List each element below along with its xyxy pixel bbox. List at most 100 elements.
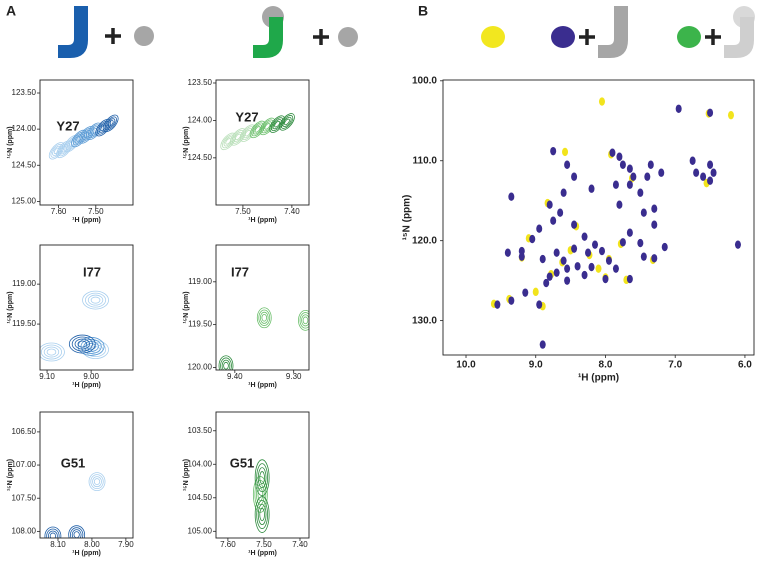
peak (707, 160, 714, 169)
contour-level (93, 478, 101, 486)
peak (707, 176, 714, 185)
contour-peak (40, 342, 65, 362)
contour-level (84, 292, 107, 308)
y-axis-label: ¹⁵N (ppm) (7, 291, 14, 323)
peak (609, 148, 616, 157)
peak (560, 256, 567, 265)
icon-legend-b (481, 6, 755, 58)
plot-area (40, 290, 109, 362)
y-tick-label: 125.00 (12, 196, 37, 205)
y-tick-label: 123.50 (12, 88, 37, 97)
contour-peak (44, 526, 62, 538)
peak (557, 208, 564, 217)
contour-level (259, 471, 265, 485)
x-tick-label: 9.10 (39, 372, 55, 381)
peak (595, 264, 602, 273)
peak (640, 252, 647, 261)
y-tick-label: 105.00 (188, 526, 213, 535)
contour-level (259, 311, 269, 324)
contour-level (254, 459, 270, 497)
contour-level (80, 339, 102, 354)
peak (553, 248, 560, 257)
peak (644, 172, 651, 181)
plot-area (252, 459, 270, 533)
x-tick-label: 7.50 (235, 207, 251, 216)
peak (619, 160, 626, 169)
peak (546, 272, 553, 281)
contour-level (223, 361, 229, 370)
peak (536, 224, 543, 233)
contour-level (279, 113, 295, 131)
contour-level (73, 531, 80, 538)
peak-label: I77 (231, 264, 249, 279)
contour-level (104, 116, 117, 131)
peak (562, 147, 569, 157)
y-tick-label: 100.0 (412, 75, 437, 86)
contour-level (87, 294, 104, 306)
contour-level (90, 474, 104, 490)
y-axis-label: ¹⁵N (ppm) (7, 459, 14, 491)
peak (602, 274, 609, 284)
plot-frame (215, 411, 310, 539)
contour-level (244, 129, 251, 137)
y-tick-label: 120.00 (188, 363, 213, 372)
contour-level (86, 342, 96, 350)
contour-peak (218, 355, 234, 370)
contour-level (61, 146, 68, 153)
peak (574, 262, 581, 271)
peak (564, 160, 571, 169)
contour-level (239, 124, 256, 142)
contour-level (251, 122, 264, 137)
peak (637, 238, 644, 248)
contour-level (83, 340, 99, 352)
panel-label: B (418, 3, 428, 19)
contour-level (221, 359, 231, 370)
contour-level (256, 307, 272, 329)
x-tick-label: 7.0 (668, 360, 682, 371)
x-tick-label: 7.60 (51, 207, 67, 216)
y-tick-label: 119.50 (12, 319, 36, 328)
peak-label: Y27 (56, 118, 79, 133)
contour-peak (102, 114, 119, 133)
x-tick-label: 8.0 (599, 360, 613, 371)
x-tick-label: 9.00 (83, 372, 99, 381)
peak (585, 248, 592, 257)
contour-level (88, 472, 106, 492)
contour-level (40, 342, 65, 362)
contour-level (254, 496, 270, 533)
peak-label: I77 (83, 264, 101, 279)
peak-label: G51 (61, 455, 86, 470)
contour-level (40, 344, 62, 360)
plot-frame (215, 244, 310, 371)
x-tick-label: 6.0 (738, 360, 752, 371)
peak (630, 172, 637, 181)
peak (550, 216, 557, 225)
y-tick-label: 110.0 (413, 155, 438, 166)
peak (592, 240, 599, 249)
contour-level (90, 296, 101, 304)
x-tick-label: 8.10 (50, 540, 66, 549)
y-tick-label: 124.50 (12, 160, 37, 169)
contour-level (299, 312, 309, 329)
plot-area (490, 97, 741, 349)
contour-level (74, 338, 90, 350)
x-axis-label: ¹H (ppm) (248, 550, 277, 557)
y-tick-label: 104.50 (188, 493, 213, 502)
peak (734, 240, 741, 249)
contour-peak (249, 120, 266, 139)
x-axis-label: ¹H (ppm) (72, 217, 101, 224)
peak (494, 300, 501, 309)
x-tick-label: 7.40 (284, 207, 300, 216)
contour-level (261, 313, 268, 322)
plot-area (218, 307, 309, 370)
y-tick-label: 124.00 (12, 124, 37, 133)
peak (553, 268, 560, 277)
peak (598, 97, 605, 106)
contour-level (274, 120, 281, 128)
contour-level (256, 463, 268, 493)
peak (571, 244, 578, 253)
contour-level (261, 119, 274, 134)
peak (564, 264, 571, 273)
peak (588, 262, 595, 272)
